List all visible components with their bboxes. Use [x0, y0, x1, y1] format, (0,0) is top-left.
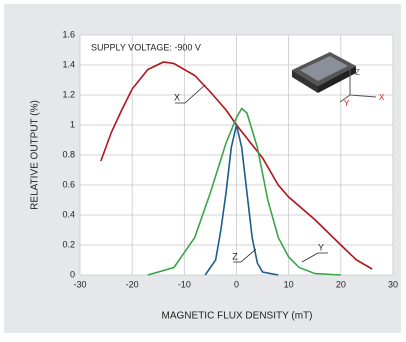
- inset-axis-label: X: [379, 93, 385, 102]
- x-tick-label: 10: [284, 279, 294, 289]
- inset-axis-label: Z: [355, 68, 360, 77]
- y-tick-label: 0.4: [62, 209, 75, 219]
- inset-axis-label: Y: [344, 99, 350, 108]
- y-tick-label: 1.2: [62, 89, 75, 99]
- series-label: Z: [232, 251, 238, 261]
- x-axis-title: MAGNETIC FLUX DENSITY (mT): [162, 311, 313, 322]
- y-tick-label: 0: [70, 269, 75, 279]
- series-label: X: [174, 92, 180, 102]
- x-tick-label: 20: [336, 279, 346, 289]
- x-tick-label: 0: [234, 279, 239, 289]
- y-tick-label: 1.4: [62, 59, 75, 69]
- y-tick-label: 0.2: [62, 239, 75, 249]
- x-tick-label: -30: [73, 279, 86, 289]
- y-tick-label: 1: [70, 119, 75, 129]
- chart: SUPPLY VOLTAGE: -900 V MAGNETIC FLUX DEN…: [0, 0, 406, 337]
- x-tick-label: -20: [126, 279, 139, 289]
- y-tick-label: 0.6: [62, 179, 75, 189]
- series-label: Y: [318, 242, 324, 252]
- y-tick-label: 0.8: [62, 149, 75, 159]
- x-tick-label: 30: [388, 279, 398, 289]
- annotation: SUPPLY VOLTAGE: -900 V: [91, 42, 201, 52]
- x-tick-label: -10: [178, 279, 191, 289]
- y-axis-title: RELATIVE OUTPUT (%): [30, 100, 41, 210]
- y-tick-label: 1.6: [62, 29, 75, 39]
